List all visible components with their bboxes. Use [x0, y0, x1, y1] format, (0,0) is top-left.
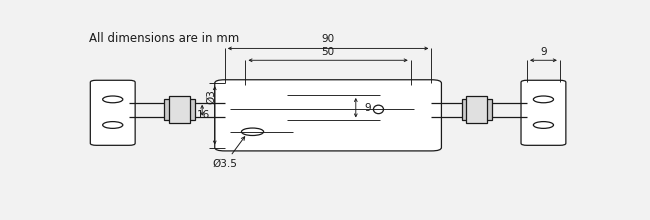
Bar — [164, 99, 194, 119]
Text: 9: 9 — [540, 47, 547, 57]
Text: 90: 90 — [322, 34, 335, 44]
Text: Ø3.5: Ø3.5 — [212, 137, 244, 169]
Bar — [462, 99, 492, 119]
FancyBboxPatch shape — [90, 80, 135, 145]
Text: 9: 9 — [365, 103, 372, 113]
FancyBboxPatch shape — [214, 80, 441, 151]
Bar — [466, 95, 488, 123]
Text: 50: 50 — [322, 47, 335, 57]
Text: 16: 16 — [196, 110, 210, 120]
Bar — [169, 95, 190, 123]
Text: Ø3: Ø3 — [206, 89, 216, 104]
Text: All dimensions are in mm: All dimensions are in mm — [89, 32, 239, 45]
FancyBboxPatch shape — [521, 80, 566, 145]
